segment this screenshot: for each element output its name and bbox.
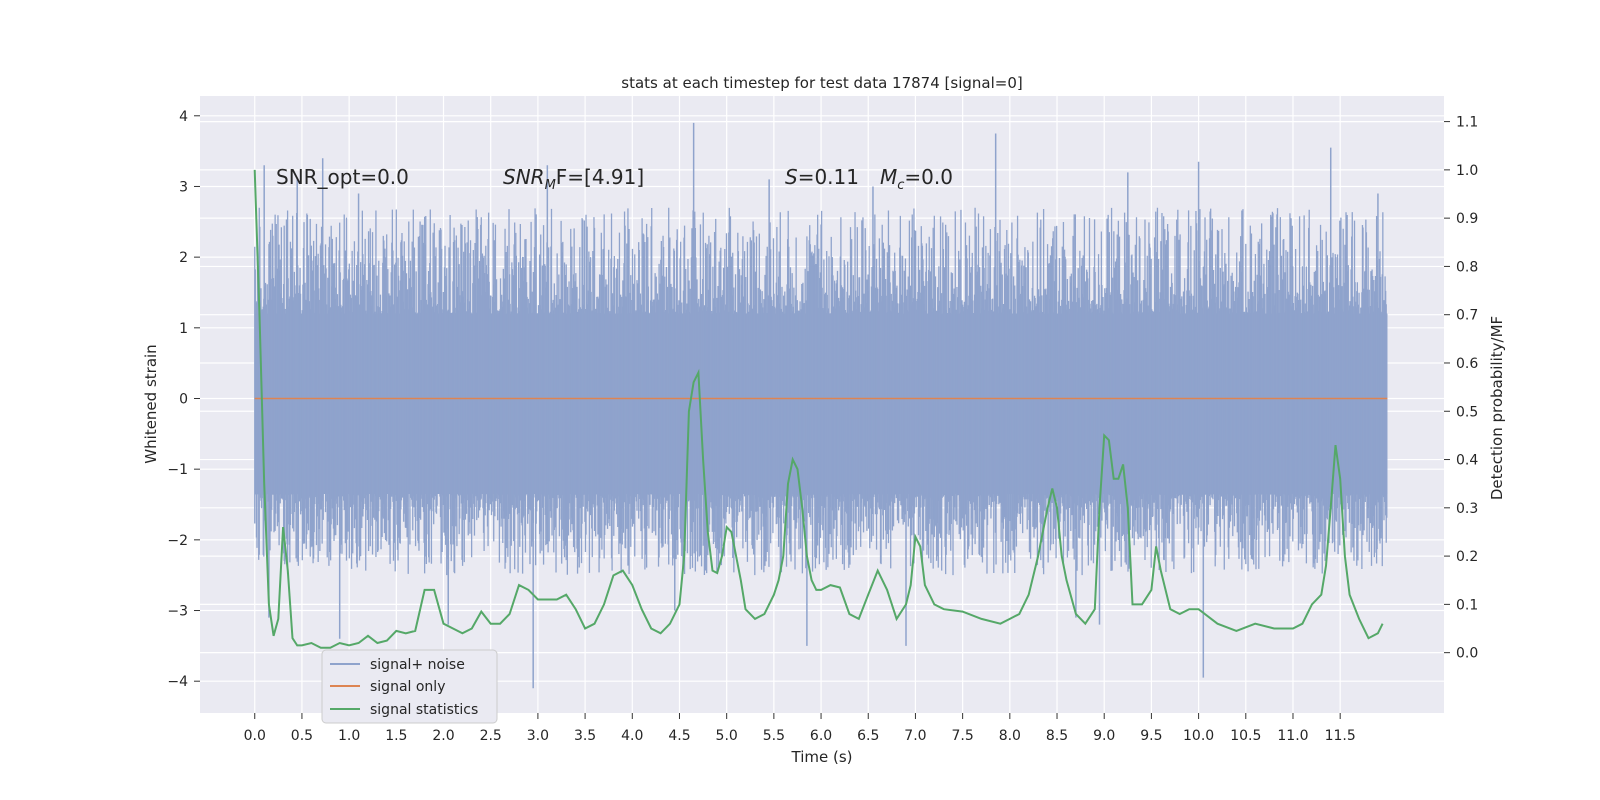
legend-label-signal: signal only [370,679,445,695]
chart-title: stats at each timestep for test data 178… [621,74,1022,92]
x-tick-label: 1.5 [385,728,407,744]
annotation-s: S=0.11 [785,165,859,189]
x-tick-label: 4.5 [668,728,690,744]
x-tick-label: 1.0 [338,728,360,744]
x-tick-label: 6.5 [857,728,879,744]
y2-tick-label: 0.0 [1456,646,1478,662]
y2-tick-label: 0.3 [1456,501,1478,517]
y2-tick-label: 0.5 [1456,404,1478,420]
y2-tick-label: 0.9 [1456,211,1478,227]
y-tick-label: 2 [179,250,188,266]
annotation-mc: Mc=0.0 [880,165,953,193]
y-tick-label: −3 [167,604,188,620]
x-tick-label: 7.0 [904,728,926,744]
legend-box [321,649,498,724]
y-tick-label: 3 [179,179,188,195]
y2-tick-label: 0.6 [1456,356,1478,372]
x-tick-label: 9.5 [1140,728,1162,744]
annotation-snr-opt: SNR_opt=0.0 [276,165,409,189]
y-tick-label: −2 [167,533,188,549]
signal-statistics-line [253,169,1384,649]
y2-tick-label: 0.8 [1456,259,1478,275]
x-tick-label: 3.0 [527,728,549,744]
y2-tick-label: 0.1 [1456,597,1478,613]
annotation-snr-mf: SNRMF=[4.91] [503,165,644,193]
y2-ticks: 1.1 1.0 0.9 0.8 0.7 0.6 0.5 0.4 0.3 0.2 0.1 0.0 [1444,115,1478,662]
y-axis-label: Whitened strain [142,344,160,463]
x-tick-label: 8.0 [999,728,1021,744]
y-tick-label: −4 [167,674,188,690]
x-tick-label: 2.5 [480,728,502,744]
series-lines [253,169,1388,649]
x-tick-label: 6.0 [810,728,832,744]
x-tick-label: 5.0 [716,728,738,744]
x-tick-label: 7.5 [952,728,974,744]
x-tick-label: 0.5 [291,728,313,744]
x-tick-label: 3.5 [574,728,596,744]
y-tick-label: 0 [179,391,188,407]
x-tick-label: 11.0 [1277,728,1308,744]
y2-tick-label: 0.2 [1456,549,1478,565]
x-tick-label: 9.0 [1093,728,1115,744]
legend-label-stats: signal statistics [370,702,478,718]
x-tick-label: 8.5 [1046,728,1068,744]
x-tick-label: 11.5 [1325,728,1356,744]
x-tick-label: 0.0 [244,728,266,744]
y2-tick-label: 1.1 [1456,115,1478,131]
x-tick-label: 10.5 [1230,728,1261,744]
signal-noise-series [254,122,1388,689]
legend-label-noise: signal+ noise [370,657,465,673]
legend: signal+ noise signal only signal statist… [321,649,498,724]
x-tick-label: 2.0 [432,728,454,744]
x-tick-label: 4.0 [621,728,643,744]
y-tick-label: 1 [179,321,188,337]
x-tick-label: 5.5 [763,728,785,744]
y2-tick-label: 0.4 [1456,453,1478,469]
y-tick-label: −1 [167,462,188,478]
y-tick-label: 4 [179,109,188,125]
y-ticks: 4 3 2 1 0 −1 −2 −3 −4 [167,109,200,690]
x-ticks: 0.0 0.5 1.0 1.5 2.0 2.5 3.0 3.5 4.0 4.5 5.0 5.5 6.0 6… [244,713,1356,744]
y2-axis-label: Detection probability/MF [1488,316,1506,500]
x-axis-label: Time (s) [791,748,853,766]
y2-tick-label: 1.0 [1456,163,1478,179]
y2-tick-label: 0.7 [1456,308,1478,324]
x-tick-label: 10.0 [1183,728,1214,744]
